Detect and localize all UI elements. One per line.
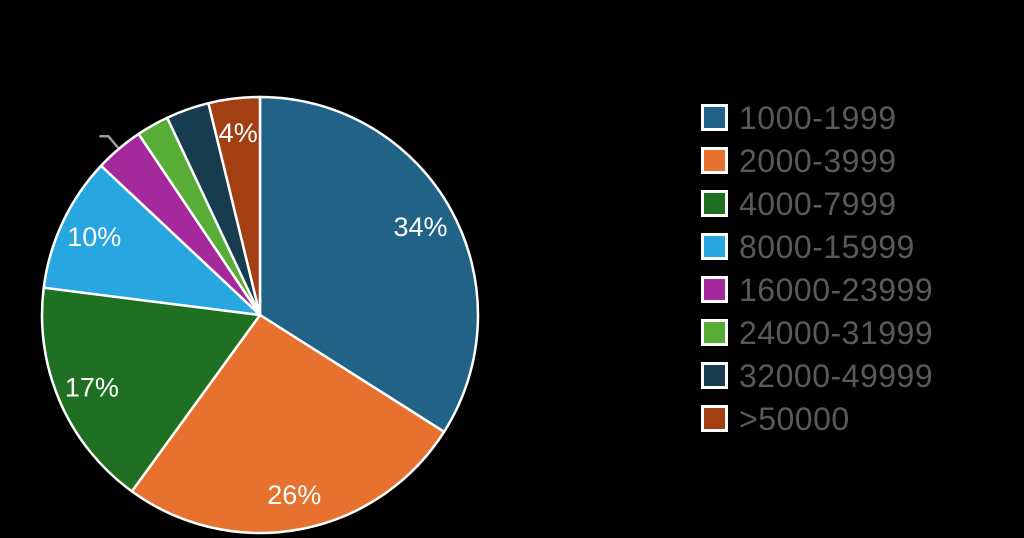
legend-swatch xyxy=(701,147,728,174)
slice-percent-label: 26% xyxy=(267,480,321,510)
leader-line xyxy=(99,135,119,149)
legend-label: 2000-3999 xyxy=(739,142,897,179)
slice-percent-label: 10% xyxy=(67,222,121,252)
legend-item: 4000-7999 xyxy=(701,185,933,222)
legend-label: 16000-23999 xyxy=(739,271,934,308)
legend-item: 8000-15999 xyxy=(701,228,933,265)
slice-percent-label: 34% xyxy=(393,212,447,242)
legend-swatch xyxy=(701,362,728,389)
legend-swatch xyxy=(701,190,728,217)
legend-swatch xyxy=(701,104,728,131)
legend-label: 4000-7999 xyxy=(739,185,897,222)
pie-slice-8000-15999 xyxy=(42,164,262,317)
legend-label: 32000-49999 xyxy=(739,357,934,394)
legend-swatch xyxy=(701,405,728,432)
legend-item: 24000-31999 xyxy=(701,314,934,351)
slice-percent-label: 17% xyxy=(65,373,119,403)
legend-item: 2000-3999 xyxy=(701,142,933,179)
pie-slice--50000 xyxy=(207,95,262,317)
legend-swatch xyxy=(701,276,728,303)
legend-swatch xyxy=(701,233,728,260)
legend-label: 8000-15999 xyxy=(739,228,915,265)
legend-swatch xyxy=(701,319,728,346)
legend-label: 1000-1999 xyxy=(739,99,897,136)
legend-label: >50000 xyxy=(739,400,850,437)
legend-item: 32000-49999 xyxy=(701,357,934,394)
slice-percent-label: 4% xyxy=(219,118,258,148)
legend: 1000-1999 2000-3999 4000-7999 8000-15999 160… xyxy=(701,99,934,437)
legend-item: 16000-23999 xyxy=(701,271,934,308)
legend-item: 1000-1999 xyxy=(701,99,933,136)
pie-slice-2000-3999 xyxy=(130,313,446,535)
pie-slice-4000-7999 xyxy=(40,286,262,493)
legend-item: >50000 xyxy=(701,400,933,437)
legend-label: 24000-31999 xyxy=(739,314,934,351)
